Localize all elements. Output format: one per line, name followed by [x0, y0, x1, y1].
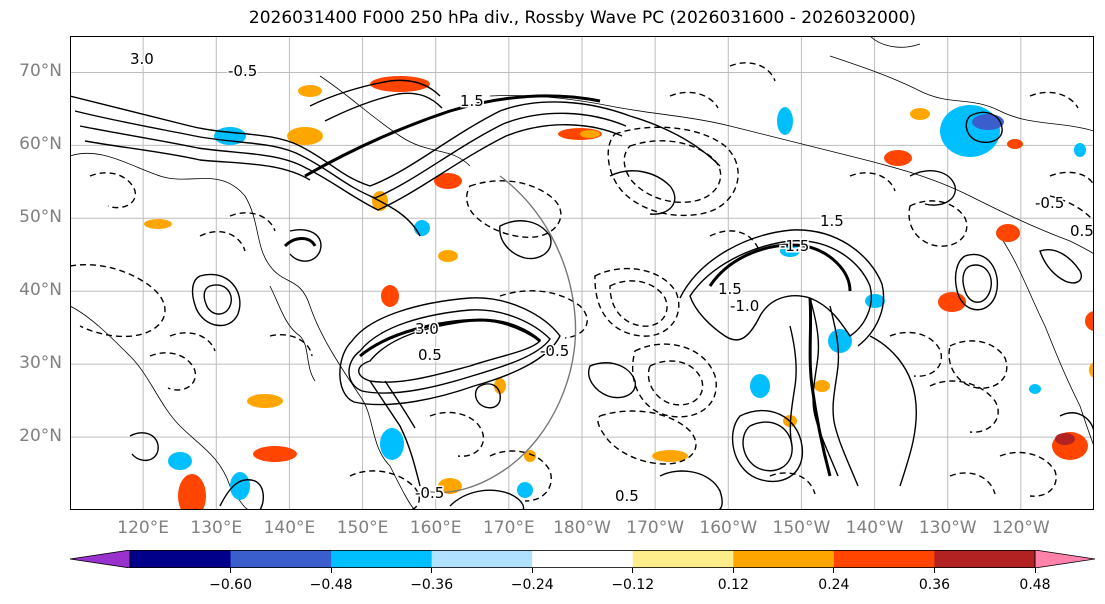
longitude-label: 130°E [190, 518, 243, 538]
map-panel: 3.0 -0.5 1.5 3.0 0.5 -0.5 0.5 1.5 -1.5 0.5 -0.5 1.5… [70, 36, 1094, 510]
contour-label: -0.5 [1035, 194, 1064, 212]
dashed-contours [70, 62, 1094, 510]
longitude-label: 170°E [482, 518, 535, 538]
thick-contours [283, 94, 852, 477]
map-frame [70, 36, 1094, 510]
colorbar-segment [934, 550, 1036, 568]
colorbar-segment [632, 550, 734, 568]
colorbar [69, 549, 1096, 569]
colorbar-segment [130, 550, 232, 568]
longitude-label: 120°W [991, 518, 1050, 538]
colorbar-frame [129, 550, 1036, 568]
contour-label: -1.5 [780, 237, 809, 255]
colorbar-tick-label: −0.60 [209, 577, 252, 593]
colorbar-tick-mark [933, 568, 935, 573]
contour-label: -0.5 [415, 484, 444, 502]
colorbar-tick-label: −0.36 [410, 577, 454, 593]
colorbar-segment [431, 550, 533, 568]
colorbar-tick-label: −0.48 [309, 577, 353, 593]
colorbar-tick-mark [330, 568, 332, 573]
longitude-label: 170°W [626, 518, 685, 538]
contour-label: -0.5 [228, 62, 257, 80]
longitude-label: 150°W [772, 518, 831, 538]
colorbar-tick-label: 0.24 [818, 577, 850, 593]
contour-label: -1.0 [730, 297, 759, 315]
contour-label: 1.5 [718, 280, 742, 298]
contour-label: -0.5 [540, 342, 569, 360]
longitude-label: 150°E [336, 518, 389, 538]
contour-label: 3.0 [415, 320, 439, 338]
contour-label: 3.0 [130, 50, 154, 68]
contour-label: 0.5 [1070, 222, 1094, 240]
colorbar-tick-label: 0.12 [717, 577, 749, 593]
colorbar-extend-high [1034, 549, 1096, 569]
longitude-label: 130°W [918, 518, 977, 538]
colorbar-tick-mark [230, 568, 232, 573]
colorbar-tick-label: −0.12 [611, 577, 655, 593]
colorbar-segment [733, 550, 835, 568]
contour-label: 1.5 [820, 212, 844, 230]
colorbar-tick-label: −0.24 [510, 577, 554, 593]
latitude-label: 40°N [19, 280, 62, 301]
colorbar-tick-mark [431, 568, 433, 573]
colorbar-tick-label: 0.36 [918, 577, 951, 593]
colorbar-tick-mark [1034, 568, 1036, 573]
colorbar-tick-mark [833, 568, 835, 573]
colorbar-extend-low [69, 549, 131, 569]
contour-label: 0.5 [615, 487, 639, 505]
colorbar-canvas [69, 549, 1096, 569]
longitude-label: 160°W [699, 518, 758, 538]
map-canvas: 3.0 -0.5 1.5 3.0 0.5 -0.5 0.5 1.5 -1.5 0.5 -0.5 1.5… [70, 36, 1094, 510]
longitude-label: 140°E [263, 518, 316, 538]
colorbar-tick-mark [632, 568, 634, 573]
colorbar-segment [331, 550, 433, 568]
contour-label: 0.5 [418, 346, 442, 364]
latitude-label: 30°N [19, 353, 62, 374]
longitude-label: 180°W [553, 518, 611, 538]
colorbar-segment [532, 550, 634, 568]
pc-region-outline [424, 175, 577, 494]
contour-labels: 3.0 -0.5 1.5 3.0 0.5 -0.5 0.5 1.5 -1.5 0.5 -0.5 1.5… [129, 49, 1095, 507]
latitude-label: 50°N [19, 207, 62, 228]
colorbar-tick-mark [732, 568, 734, 573]
colorbar-tick-mark [531, 568, 533, 573]
colorbar-segment [833, 550, 935, 568]
latitude-label: 70°N [19, 61, 62, 82]
latitude-label: 20°N [19, 426, 62, 447]
longitude-label: 120°E [117, 518, 169, 538]
longitude-label: 140°W [845, 518, 904, 538]
contour-label: 1.5 [460, 92, 484, 110]
latitude-label: 60°N [19, 134, 62, 155]
longitude-label: 160°E [409, 518, 462, 538]
colorbar-segment [230, 550, 332, 568]
colorbar-tick-label: 0.48 [1019, 577, 1051, 593]
figure-title: 2026031400 F000 250 hPa div., Rossby Wav… [248, 8, 917, 28]
